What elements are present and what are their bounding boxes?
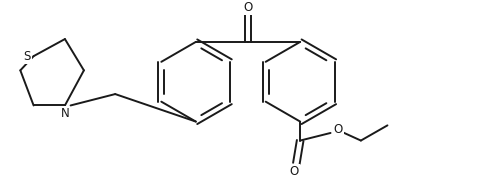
Text: O: O: [333, 123, 343, 136]
Text: N: N: [61, 108, 69, 121]
Text: O: O: [290, 165, 299, 178]
Text: S: S: [23, 50, 31, 63]
Text: O: O: [244, 1, 252, 14]
